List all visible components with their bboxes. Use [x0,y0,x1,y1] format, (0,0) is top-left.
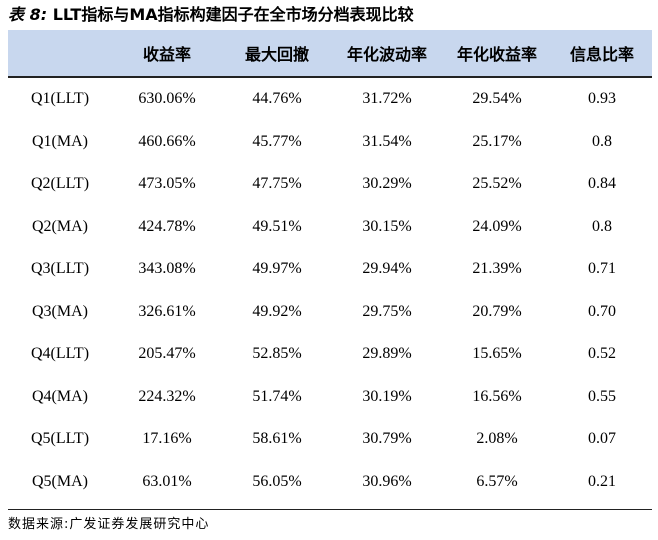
cell-information-ratio: 0.8 [592,132,612,150]
cell-max-drawdown: 52.85% [252,345,302,363]
table-row: Q5(MA) 63.01% 56.05% 30.96% 6.57% 0.21 [8,461,652,504]
cell-annual-volatility: 30.29% [362,175,412,193]
cell-max-drawdown: 44.76% [252,90,302,108]
cell-annual-return: 24.09% [472,217,522,235]
cell-row-label: Q3(LLT) [30,260,90,278]
cell-return: 63.01% [142,472,192,490]
cell-max-drawdown: 56.05% [252,472,302,490]
cell-information-ratio: 0.55 [588,387,616,405]
cell-row-label: Q4(MA) [32,387,88,405]
cell-annual-return: 2.08% [476,430,518,448]
cell-information-ratio: 0.93 [588,90,616,108]
cell-max-drawdown: 51.74% [252,387,302,405]
header-cell-max-drawdown: 最大回撤 [244,45,309,64]
header-cell-annual-return: 年化收益率 [456,45,537,64]
table-title-text: LLT指标与MA指标构建因子在全市场分档表现比较 [52,5,414,24]
data-source-note: 数据来源:广发证券发展研究中心 [8,517,210,532]
table-header-row: 收益率 最大回撤 年化波动率 年化收益率 信息比率 [8,30,652,78]
table-row: Q2(LLT) 473.05% 47.75% 30.29% 25.52% 0.84 [8,163,652,206]
cell-information-ratio: 0.8 [592,217,612,235]
header-cell-annual-volatility: 年化波动率 [346,45,427,64]
cell-return: 224.32% [138,387,196,405]
cell-information-ratio: 0.70 [588,302,616,320]
table-row: Q1(LLT) 630.06% 44.76% 31.72% 29.54% 0.93 [8,78,652,121]
table-row: Q4(LLT) 205.47% 52.85% 29.89% 15.65% 0.52 [8,333,652,376]
cell-annual-return: 6.57% [476,472,518,490]
cell-row-label: Q3(MA) [32,302,88,320]
cell-row-label: Q2(MA) [32,217,88,235]
comparison-table: 收益率 最大回撤 年化波动率 年化收益率 信息比率 Q1(LLT) 630.06%… [8,30,652,510]
cell-information-ratio: 0.07 [588,430,616,448]
cell-max-drawdown: 47.75% [252,175,302,193]
cell-row-label: Q1(MA) [32,132,88,150]
cell-annual-volatility: 31.54% [362,132,412,150]
cell-annual-return: 25.17% [472,132,522,150]
cell-max-drawdown: 45.77% [252,132,302,150]
table-row: Q3(MA) 326.61% 49.92% 29.75% 20.79% 0.70 [8,291,652,334]
cell-max-drawdown: 49.51% [252,217,302,235]
cell-information-ratio: 0.21 [588,472,616,490]
cell-return: 343.08% [138,260,196,278]
cell-row-label: Q4(LLT) [30,345,90,363]
table-row: Q3(LLT) 343.08% 49.97% 29.94% 21.39% 0.71 [8,248,652,291]
cell-row-label: Q2(LLT) [30,175,90,193]
cell-return: 460.66% [138,132,196,150]
cell-max-drawdown: 49.97% [252,260,302,278]
cell-annual-volatility: 30.96% [362,472,412,490]
table-row: Q4(MA) 224.32% 51.74% 30.19% 16.56% 0.55 [8,376,652,419]
cell-information-ratio: 0.71 [588,260,616,278]
table-title: 表 8: LLT指标与MA指标构建因子在全市场分档表现比较 [8,4,414,26]
cell-return: 630.06% [138,90,196,108]
cell-annual-return: 15.65% [472,345,522,363]
cell-annual-return: 21.39% [472,260,522,278]
cell-annual-volatility: 30.15% [362,217,412,235]
cell-max-drawdown: 49.92% [252,302,302,320]
cell-annual-volatility: 29.89% [362,345,412,363]
header-cell-return: 收益率 [142,45,191,64]
cell-annual-volatility: 30.79% [362,430,412,448]
cell-return: 473.05% [138,175,196,193]
table-row: Q5(LLT) 17.16% 58.61% 30.79% 2.08% 0.07 [8,418,652,461]
cell-annual-return: 29.54% [472,90,522,108]
table-row: Q2(MA) 424.78% 49.51% 30.15% 24.09% 0.8 [8,206,652,249]
cell-return: 424.78% [138,217,196,235]
cell-annual-volatility: 29.75% [362,302,412,320]
cell-annual-return: 25.52% [472,175,522,193]
table-body: Q1(LLT) 630.06% 44.76% 31.72% 29.54% 0.93 Q1(M… [8,78,652,503]
cell-information-ratio: 0.52 [588,345,616,363]
cell-return: 326.61% [138,302,196,320]
cell-row-label: Q1(LLT) [30,90,90,108]
cell-annual-volatility: 29.94% [362,260,412,278]
header-cell-information-ratio: 信息比率 [569,45,634,64]
cell-annual-return: 16.56% [472,387,522,405]
table-number: 表 8: [8,5,48,24]
table-row: Q1(MA) 460.66% 45.77% 31.54% 25.17% 0.8 [8,121,652,164]
cell-annual-volatility: 30.19% [362,387,412,405]
cell-return: 17.16% [142,430,192,448]
cell-annual-return: 20.79% [472,302,522,320]
cell-information-ratio: 0.84 [588,175,616,193]
cell-row-label: Q5(LLT) [30,430,90,448]
cell-annual-volatility: 31.72% [362,90,412,108]
cell-return: 205.47% [138,345,196,363]
cell-max-drawdown: 58.61% [252,430,302,448]
table-bottom-rule [8,509,652,510]
cell-row-label: Q5(MA) [32,472,88,490]
